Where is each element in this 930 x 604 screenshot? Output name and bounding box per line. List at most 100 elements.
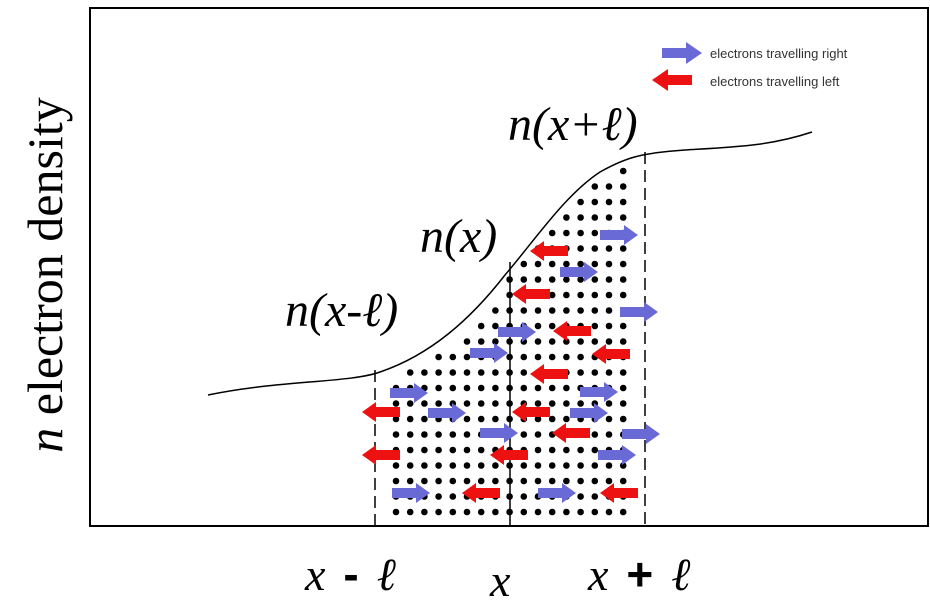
right-arrow-icon (480, 423, 518, 443)
electron-dot (548, 508, 556, 516)
electron-dot (463, 353, 471, 361)
electron-dot (591, 245, 599, 252)
electron-dot (463, 477, 471, 485)
electron-dot (520, 384, 528, 392)
electron-dot (477, 369, 485, 376)
electron-dot (548, 384, 556, 392)
left-arrow-icon (592, 344, 630, 364)
electron-dot (406, 369, 414, 376)
electron-dot (591, 229, 599, 237)
electron-dot (406, 477, 414, 485)
electron-dot (619, 508, 627, 516)
electron-dot (605, 214, 613, 221)
electron-dot (563, 384, 570, 392)
electron-dot (520, 493, 528, 500)
electron-dot (435, 477, 442, 485)
electron-dot (449, 431, 457, 438)
electron-dot (520, 369, 528, 376)
electron-dot (605, 276, 613, 283)
electron-dot (534, 446, 542, 454)
electron-dot (548, 276, 556, 283)
electron-dot (591, 338, 599, 345)
electron-dot (548, 307, 556, 314)
electron-dot (421, 369, 428, 376)
electron-dot (506, 400, 513, 407)
electron-dot (577, 400, 584, 407)
electron-dot (463, 400, 471, 407)
density-curve (207, 131, 813, 396)
electron-dot (534, 276, 542, 283)
electron-dot (534, 477, 542, 485)
electron-dot (548, 462, 556, 469)
legend-right-text: electrons travelling right (710, 46, 848, 61)
electron-dot (520, 477, 528, 485)
right-arrow-icon (598, 445, 636, 465)
electron-dot (449, 493, 457, 500)
electron-dot (619, 477, 627, 485)
electron-dot (463, 446, 471, 454)
electron-dot (563, 462, 570, 469)
electron-dot (506, 276, 513, 283)
electron-dot (463, 369, 471, 376)
electron-dot (534, 353, 542, 361)
electron-dot (577, 198, 584, 206)
electron-dot (435, 493, 442, 500)
electron-dot (506, 462, 513, 469)
curve-label-n-x: n(x) (420, 210, 497, 263)
electron-dot (392, 477, 400, 485)
legend-left-text: electrons travelling left (710, 74, 840, 89)
electron-dot (605, 291, 613, 299)
curve-label-n-x-plus-l: n(x+ℓ) (508, 98, 638, 151)
electron-dot (492, 384, 499, 392)
electron-dot (605, 322, 613, 330)
y-axis-label: n electron density (17, 97, 73, 452)
electron-dot (548, 229, 556, 237)
electron-dot (492, 322, 499, 330)
electron-dot (577, 338, 584, 345)
left-arrow-icon (512, 402, 550, 422)
electron-dot (492, 508, 499, 516)
electron-dot (591, 260, 599, 268)
electron-dot (449, 508, 457, 516)
left-arrow-icon (462, 483, 500, 503)
electron-dot (591, 322, 599, 330)
right-arrow-icon (428, 403, 466, 423)
left-arrow-icon (512, 284, 550, 304)
electron-dot (577, 477, 584, 485)
electron-dot (421, 508, 428, 516)
electron-dot (619, 400, 627, 407)
electron-dot (577, 229, 584, 237)
right-arrow-icon (622, 424, 660, 444)
electron-dot (406, 431, 414, 438)
electron-dot (435, 431, 442, 438)
right-arrow-icon (620, 302, 658, 322)
electron-dot (492, 477, 499, 485)
electron-dot (506, 291, 513, 299)
electron-dot (605, 369, 613, 376)
electron-dot (591, 508, 599, 516)
electron-dot (406, 462, 414, 469)
left-arrow-icon (552, 423, 590, 443)
right-arrow-icon (390, 383, 428, 403)
electron-dot (421, 477, 428, 485)
electron-dot (577, 245, 584, 252)
electron-dot (563, 338, 570, 345)
electron-dot (605, 245, 613, 252)
electron-dot (506, 384, 513, 392)
electron-dot (577, 508, 584, 516)
x-label-x-plus-l: x + ℓ (587, 548, 691, 600)
electron-dot (406, 415, 414, 423)
electron-dot (477, 322, 485, 330)
electron-dot (563, 291, 570, 299)
electron-dot (548, 415, 556, 423)
right-arrow-icon (570, 403, 608, 423)
electron-dot (477, 446, 485, 454)
electron-dot (577, 462, 584, 469)
right-arrow-icon (600, 225, 638, 245)
electron-dot (435, 446, 442, 454)
electron-dot (392, 431, 400, 438)
electron-dot (421, 400, 428, 407)
electron-dot (563, 229, 570, 237)
electron-dot (548, 353, 556, 361)
